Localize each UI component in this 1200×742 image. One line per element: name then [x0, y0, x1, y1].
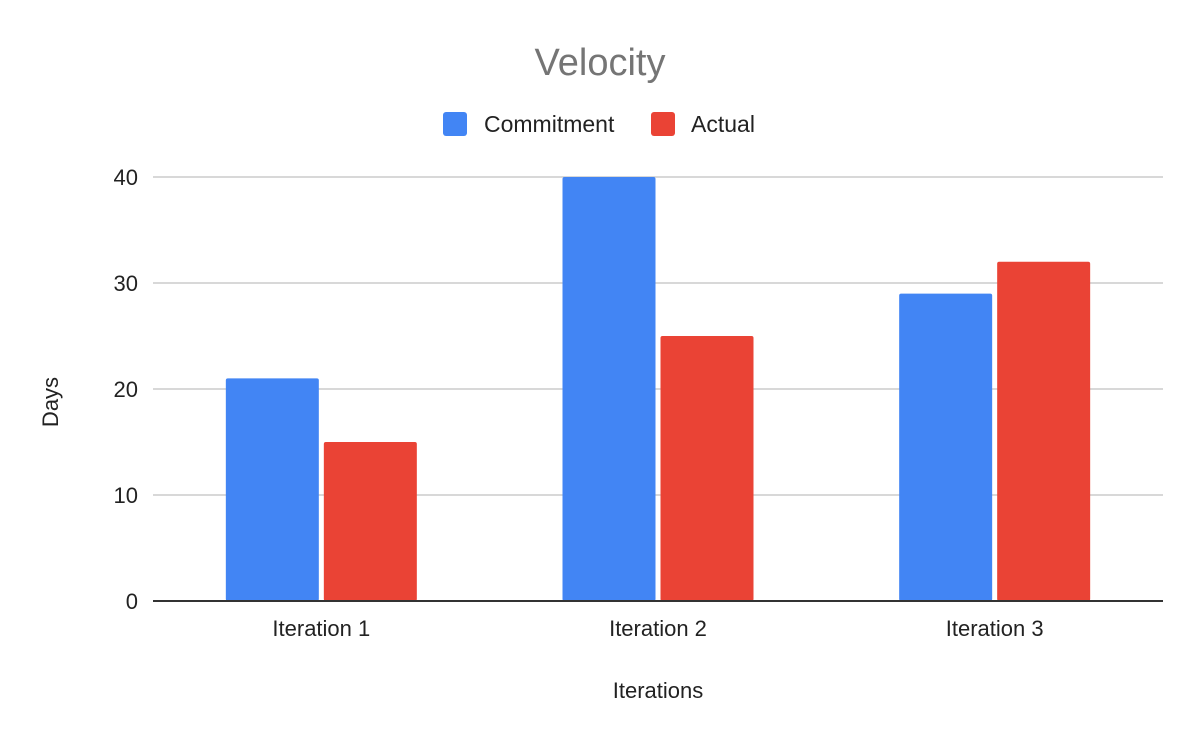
x-tick-label-2: Iteration 2: [609, 616, 707, 641]
x-axis-title: Iterations: [613, 678, 704, 703]
chart-title: Velocity: [535, 42, 666, 84]
y-axis-ticks: 0 10 20 30 40: [114, 165, 138, 614]
bar-actual-2: [660, 336, 754, 601]
bar-commitment-1: [225, 378, 319, 601]
bars: [225, 177, 1091, 601]
y-tick-label-40: 40: [114, 165, 138, 190]
legend-swatch-actual: [651, 112, 675, 136]
y-tick-label-30: 30: [114, 271, 138, 296]
y-axis-title: Days: [38, 377, 63, 427]
y-tick-label-10: 10: [114, 483, 138, 508]
bar-actual-1: [323, 442, 417, 601]
legend-label-actual: Actual: [691, 111, 755, 137]
x-tick-label-3: Iteration 3: [946, 616, 1044, 641]
legend-label-commitment: Commitment: [484, 111, 615, 137]
gridlines: [153, 176, 1163, 496]
y-tick-label-20: 20: [114, 377, 138, 402]
bar-commitment-3: [899, 293, 993, 601]
chart-legend: Commitment Actual: [443, 111, 755, 137]
bar-actual-3: [997, 261, 1091, 601]
legend-swatch-commitment: [443, 112, 467, 136]
x-axis-ticks: Iteration 1 Iteration 2 Iteration 3: [272, 616, 1043, 641]
bar-commitment-2: [562, 177, 656, 601]
y-tick-label-0: 0: [126, 589, 138, 614]
x-tick-label-1: Iteration 1: [272, 616, 370, 641]
